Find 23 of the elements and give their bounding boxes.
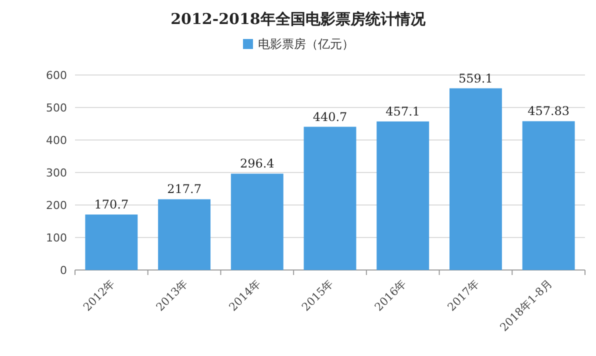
- y-tick-label: 500: [46, 102, 67, 114]
- bar: [158, 199, 211, 270]
- legend-label: 电影票房（亿元）: [258, 37, 354, 51]
- y-tick-label: 100: [46, 232, 67, 244]
- bar: [376, 121, 430, 270]
- bar: [449, 88, 502, 270]
- text: 559.1: [458, 71, 493, 86]
- text: 296.4: [240, 156, 274, 171]
- y-tick-label: 0: [60, 264, 67, 277]
- text: 217.7: [167, 182, 202, 196]
- text: 457.83: [528, 104, 570, 118]
- bar: [85, 214, 138, 270]
- y-tick-label: 400: [46, 134, 67, 147]
- chart-title: 2012-2018年全国电影票房统计情况: [170, 10, 426, 28]
- text: 440.7: [312, 110, 348, 124]
- y-tick-label: 200: [46, 199, 67, 212]
- bar: [230, 174, 284, 270]
- bar: [304, 126, 356, 270]
- text: 457.1: [386, 104, 420, 118]
- bar: [522, 121, 575, 270]
- y-tick-label: 300: [46, 166, 67, 180]
- text: 170.7: [94, 198, 129, 212]
- y-tick-label: 600: [46, 69, 67, 82]
